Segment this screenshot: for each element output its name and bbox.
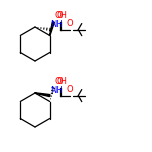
Text: OH: OH (54, 11, 67, 20)
Text: O: O (57, 11, 64, 20)
Text: O: O (57, 77, 64, 86)
Text: NH: NH (50, 20, 63, 29)
Polygon shape (35, 93, 50, 97)
Polygon shape (50, 22, 54, 36)
Text: O: O (67, 85, 74, 94)
Text: NH: NH (50, 86, 63, 95)
Text: O: O (67, 19, 74, 28)
Text: OH: OH (54, 77, 67, 86)
